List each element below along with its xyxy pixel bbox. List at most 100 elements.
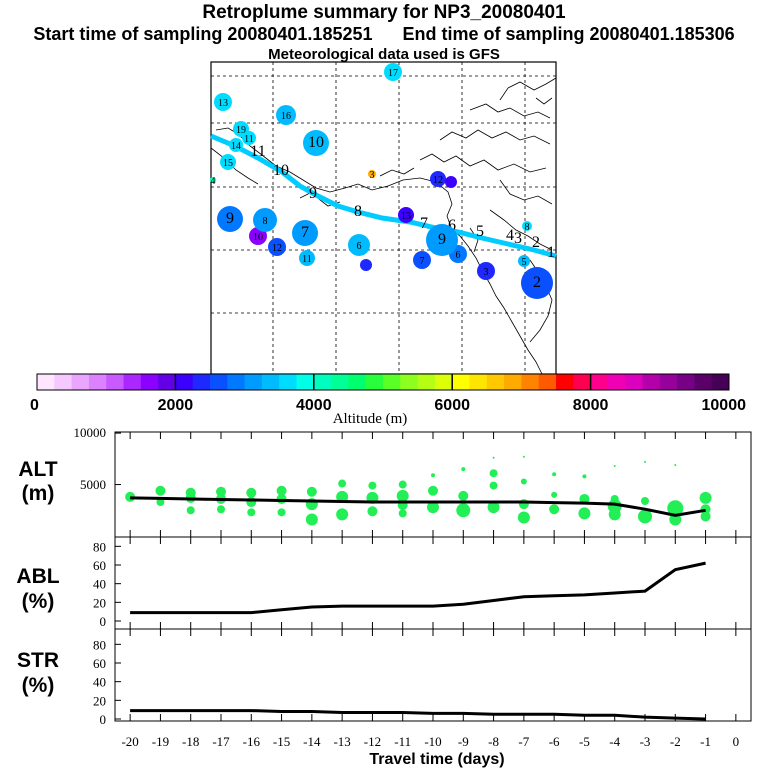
colorbar-swatch: [54, 374, 73, 390]
alt-point: [608, 508, 621, 521]
alt-scatter-points: [125, 455, 712, 526]
abl-y-tick-label: 80: [93, 539, 106, 554]
colorbar-tick-label: 8000: [573, 397, 609, 414]
cluster-marker: [430, 171, 446, 187]
colorbar-tick-label: 6000: [434, 397, 470, 414]
colorbar-swatch: [607, 374, 626, 390]
cluster-marker: [477, 262, 495, 280]
cluster-marker: [292, 220, 318, 246]
alt-point: [276, 485, 287, 496]
trajectory-day-label: 3: [514, 230, 522, 247]
str-y-tick-label: 40: [93, 675, 106, 690]
colorbar-swatch: [659, 374, 678, 390]
str-y-tick-label: 60: [93, 656, 106, 671]
trajectory-day-label: 7: [420, 215, 428, 232]
x-tick-label: -9: [458, 734, 469, 749]
cluster-label: 12: [433, 175, 443, 186]
met-data-note: Meteorological data used is GFS: [268, 46, 500, 63]
alt-point: [431, 473, 435, 478]
cluster-label: 7: [301, 224, 309, 241]
alt-mean-line: [130, 496, 706, 517]
cluster-marker: [398, 207, 414, 223]
cluster-label: 6: [456, 250, 461, 261]
str-line: [130, 709, 706, 721]
colorbar-swatch: [313, 374, 332, 390]
alt-point: [644, 460, 646, 463]
alt-point: [669, 513, 682, 526]
alt-point: [461, 467, 466, 472]
cluster-label: 13: [401, 211, 411, 222]
abl-y-tick-label: 0: [100, 614, 107, 629]
alt-point: [398, 509, 407, 518]
colorbar-swatch: [677, 374, 695, 390]
cluster-marker: [413, 251, 431, 269]
cluster-marker: [522, 221, 532, 231]
colorbar-swatch: [434, 374, 453, 390]
colorbar-swatch: [469, 374, 488, 390]
colorbar-swatch: [642, 374, 661, 390]
colorbar-swatch: [452, 374, 470, 390]
alt-point: [306, 486, 317, 497]
alt-point: [551, 491, 558, 498]
abl-y-tick-label: 40: [93, 577, 106, 592]
colorbar-swatch: [504, 374, 522, 390]
x-tick-label: -16: [243, 734, 261, 749]
alt-point: [641, 497, 649, 506]
str-y-tick-label: 20: [93, 693, 106, 708]
trajectory-day-label: 4: [506, 227, 514, 244]
trajectory-day-label: 2: [532, 234, 540, 251]
cluster-marker: [229, 138, 243, 152]
abl-y-tick-label: 20: [93, 595, 106, 610]
colorbar-swatch: [244, 374, 263, 390]
colorbar-swatch: [261, 374, 280, 390]
x-tick-label: -7: [518, 734, 529, 749]
x-tick-label: -10: [424, 734, 441, 749]
colorbar-swatch: [694, 374, 713, 390]
alt-point: [247, 508, 256, 517]
trajectory-day-label: 10: [273, 162, 289, 179]
x-tick-label: -12: [364, 734, 381, 749]
alt-point: [155, 485, 166, 496]
colorbar-tick-labels: 0 2000 4000 6000 8000 10000: [30, 397, 746, 414]
x-tick-label: -19: [152, 734, 169, 749]
alt-point: [338, 479, 347, 488]
x-tick-label: -1: [700, 734, 711, 749]
trajectory-day-label: 5: [476, 223, 484, 240]
cluster-marker: [368, 170, 376, 178]
cluster-marker: [299, 250, 315, 266]
colorbar-swatch: [365, 374, 384, 390]
trajectory-day-label: 8: [354, 203, 362, 220]
alt-point: [336, 508, 349, 521]
colorbar-swatch: [538, 374, 557, 390]
alt-point: [489, 481, 498, 490]
cluster-label: 12: [272, 243, 282, 254]
alt-point: [456, 503, 471, 518]
alt-point: [368, 481, 377, 490]
cluster-label: 10: [308, 134, 324, 151]
alt-point: [489, 469, 498, 478]
colorbar-swatch: [210, 374, 228, 390]
sampling-times: Start time of sampling 20080401.185251 E…: [33, 24, 735, 44]
cluster-marker: [220, 154, 236, 170]
colorbar-swatch: [573, 374, 592, 390]
cluster-label: 16: [281, 111, 291, 122]
cluster-marker: [445, 176, 457, 188]
alt-point: [396, 489, 409, 502]
colorbar-swatch: [37, 374, 55, 390]
cluster-label: 19: [236, 125, 246, 136]
x-tick-label: -11: [394, 734, 411, 749]
x-tick-label: -5: [579, 734, 590, 749]
x-tick-label: -8: [488, 734, 499, 749]
alt-point: [517, 511, 530, 524]
altitude-colorbar: [36, 373, 730, 391]
cluster-label: 11: [244, 134, 254, 145]
cluster-label: 3: [370, 170, 375, 181]
alt-point: [277, 508, 286, 517]
alt-panel-frame: [114, 431, 752, 538]
cluster-marker: [242, 131, 256, 145]
alt-tick-5000: 5000: [80, 477, 106, 492]
trajectory-day-label: 1: [547, 244, 555, 261]
alt-point: [520, 478, 527, 485]
abl-unit: (%): [22, 590, 55, 613]
